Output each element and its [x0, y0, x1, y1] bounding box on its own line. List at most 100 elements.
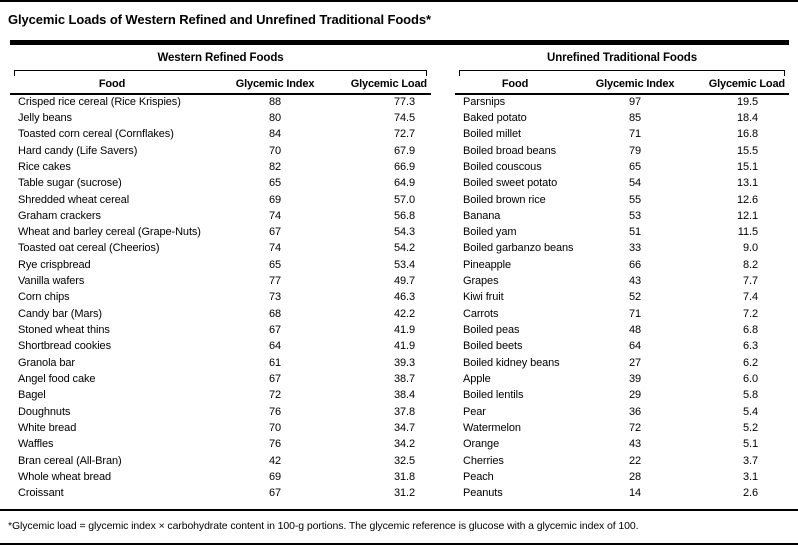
glycemic-load-cell: 31.8: [393, 470, 415, 483]
glycemic-index-cell: 27: [628, 356, 642, 369]
glycemic-load-cell: 5.8: [743, 389, 758, 402]
food-cell: Boiled couscous: [463, 160, 542, 173]
food-cell: Jelly beans: [18, 111, 72, 124]
column-header-row: Food Glycemic Index Glycemic Load: [10, 76, 431, 95]
table-row: Pear 36 5.4: [455, 404, 789, 420]
table-row: Boiled garbanzo beans 33 9.0: [455, 241, 789, 257]
table-row: Orange 43 5.1: [455, 437, 789, 453]
glycemic-load-cell: 12.1: [736, 209, 758, 222]
food-cell: Table sugar (sucrose): [18, 177, 122, 190]
glycemic-index-cell: 65: [268, 177, 282, 190]
glycemic-load-cell: 19.5: [736, 96, 758, 109]
table-row: Parsnips 97 19.5: [455, 94, 789, 110]
data-table: Food Glycemic Index Glycemic Load Crispe…: [10, 76, 431, 502]
glycemic-load-cell: 41.9: [393, 324, 415, 337]
glycemic-index-cell: 85: [628, 111, 642, 124]
data-table: Food Glycemic Index Glycemic Load Parsni…: [455, 76, 789, 502]
table-row: Shortbread cookies 64 41.9: [10, 339, 431, 355]
column-span-bracket: [459, 70, 785, 76]
glycemic-load-cell: 5.2: [743, 421, 758, 434]
glycemic-index-cell: 72: [268, 389, 282, 402]
table-row: Boiled peas 48 6.8: [455, 322, 789, 338]
table-row: Shredded wheat cereal 69 57.0: [10, 192, 431, 208]
glycemic-index-cell: 71: [628, 128, 642, 141]
table-row: Bran cereal (All-Bran) 42 32.5: [10, 453, 431, 469]
glycemic-index-cell: 64: [268, 340, 282, 353]
spacer: [0, 502, 798, 509]
glycemic-index-cell: 67: [268, 372, 282, 385]
table-row: Vanilla wafers 77 49.7: [10, 273, 431, 289]
food-cell: Wheat and barley cereal (Grape-Nuts): [18, 226, 201, 239]
table-row: Rice cakes 82 66.9: [10, 159, 431, 175]
food-cell: Parsnips: [463, 96, 505, 109]
food-cell: Toasted oat cereal (Cheerios): [18, 242, 160, 255]
glycemic-index-cell: 64: [628, 340, 642, 353]
table-row: Graham crackers 74 56.8: [10, 208, 431, 224]
food-cell: Grapes: [463, 275, 499, 288]
table-row: Croissant 67 31.2: [10, 486, 431, 502]
glycemic-index-cell: 76: [268, 405, 282, 418]
table-row: Baked potato 85 18.4: [455, 110, 789, 126]
glycemic-index-cell: 77: [268, 275, 282, 288]
glycemic-index-cell: 80: [268, 111, 282, 124]
glycemic-load-cell: 39.3: [393, 356, 415, 369]
column-header-glycemic-load: Glycemic Load: [336, 76, 431, 95]
table-row: Boiled yam 51 11.5: [455, 225, 789, 241]
table-row: Boiled broad beans 79 15.5: [455, 143, 789, 159]
food-cell: Kiwi fruit: [463, 291, 504, 304]
glycemic-load-cell: 8.2: [743, 258, 758, 271]
food-cell: Graham crackers: [18, 209, 101, 222]
glycemic-load-cell: 54.3: [393, 226, 415, 239]
table-row: Boiled brown rice 55 12.6: [455, 192, 789, 208]
glycemic-load-cell: 5.1: [743, 438, 758, 451]
table-row: Boiled kidney beans 27 6.2: [455, 355, 789, 371]
glycemic-index-cell: 22: [628, 454, 642, 467]
column-header-row: Food Glycemic Index Glycemic Load: [455, 76, 789, 95]
glycemic-index-cell: 65: [628, 160, 642, 173]
glycemic-index-cell: 66: [628, 258, 642, 271]
table-row: Peach 28 3.1: [455, 469, 789, 485]
top-border-rule: [0, 0, 798, 2]
table-row: Table sugar (sucrose) 65 64.9: [10, 176, 431, 192]
food-cell: Toasted corn cereal (Cornflakes): [18, 128, 174, 141]
glycemic-load-cell: 49.7: [393, 275, 415, 288]
food-cell: Vanilla wafers: [18, 275, 85, 288]
food-cell: Pineapple: [463, 258, 512, 271]
glycemic-index-cell: 69: [268, 193, 282, 206]
food-cell: Stoned wheat thins: [18, 324, 110, 337]
glycemic-load-cell: 7.4: [743, 291, 758, 304]
glycemic-index-cell: 53: [628, 209, 642, 222]
glycemic-load-cell: 31.2: [393, 487, 415, 500]
glycemic-load-cell: 34.2: [393, 438, 415, 451]
group-header-western-refined: Western Refined Foods: [157, 52, 284, 64]
table-row: Crisped rice cereal (Rice Krispies) 88 77.…: [10, 94, 431, 110]
food-cell: White bread: [18, 421, 77, 434]
glycemic-index-cell: 73: [268, 291, 282, 304]
group-header-unrefined-traditional: Unrefined Traditional Foods: [546, 52, 697, 64]
table-row: Whole wheat bread 69 31.8: [10, 469, 431, 485]
glycemic-index-cell: 67: [268, 226, 282, 239]
glycemic-index-cell: 67: [268, 487, 282, 500]
column-header-glycemic-index: Glycemic Index: [575, 76, 695, 95]
table-row: Kiwi fruit 52 7.4: [455, 290, 789, 306]
food-cell: Pear: [463, 405, 486, 418]
title-separator-rule: [10, 40, 789, 45]
glycemic-index-cell: 74: [268, 242, 282, 255]
glycemic-load-cell: 12.6: [736, 193, 758, 206]
table-row: Peanuts 14 2.6: [455, 486, 789, 502]
table-row: Boiled millet 71 16.8: [455, 127, 789, 143]
glycemic-load-cell: 6.8: [743, 324, 758, 337]
glycemic-index-cell: 71: [628, 307, 642, 320]
glycemic-index-cell: 33: [628, 242, 642, 255]
table-row: Hard candy (Life Savers) 70 67.9: [10, 143, 431, 159]
column-header-glycemic-index: Glycemic Index: [214, 76, 336, 95]
glycemic-load-cell: 57.0: [393, 193, 415, 206]
glycemic-load-cell: 46.3: [393, 291, 415, 304]
food-cell: Angel food cake: [18, 372, 96, 385]
glycemic-index-cell: 68: [268, 307, 282, 320]
glycemic-index-cell: 61: [268, 356, 282, 369]
table-row: Banana 53 12.1: [455, 208, 789, 224]
glycemic-load-cell: 7.2: [743, 307, 758, 320]
food-cell: Boiled lentils: [463, 389, 524, 402]
